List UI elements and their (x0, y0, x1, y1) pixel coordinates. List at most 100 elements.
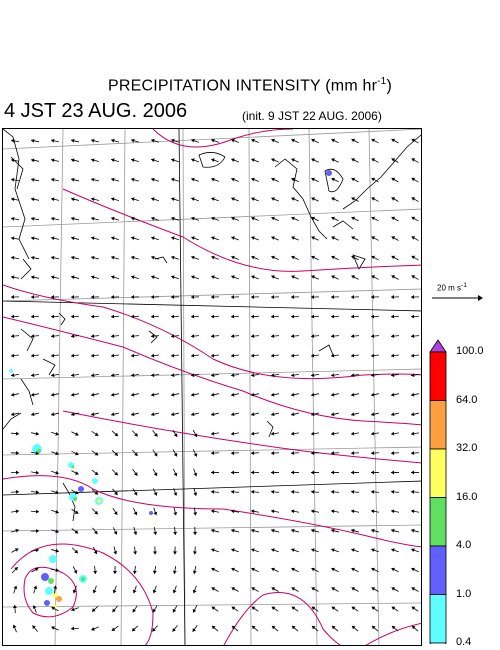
coastline (20, 328, 34, 352)
wind-arrowhead (251, 197, 255, 201)
wind-arrowhead (151, 216, 155, 221)
wind-arrowhead (34, 567, 39, 572)
wind-arrowhead (271, 470, 275, 475)
wind-arrowhead (114, 452, 118, 456)
wind-arrowhead (391, 334, 395, 339)
wind-arrowhead (331, 509, 335, 514)
coastline (62, 482, 76, 522)
wind-arrowhead (55, 509, 59, 514)
wind-arrowhead (31, 236, 35, 241)
wind-arrowhead (331, 606, 336, 611)
wind-arrowhead (251, 587, 256, 591)
wind-arrowhead (172, 608, 177, 613)
wind-arrowhead (231, 567, 235, 572)
wind-arrowhead (131, 412, 135, 417)
wind-arrowhead (92, 608, 96, 612)
wind-arrowhead (411, 431, 415, 436)
coastline (148, 330, 158, 344)
wind-arrowhead (131, 197, 135, 202)
wind-arrowhead (331, 236, 336, 240)
wind-arrowhead (211, 158, 215, 163)
wind-arrowhead (411, 548, 415, 553)
coastline (42, 358, 56, 376)
wind-arrowhead (311, 158, 315, 162)
wind-arrowhead (151, 158, 155, 163)
wind-arrowhead (191, 216, 195, 221)
wind-arrowhead (331, 528, 335, 533)
wind-arrowhead (331, 334, 335, 339)
wind-arrowhead (114, 471, 118, 476)
wind-arrowhead (231, 216, 235, 221)
wind-arrowhead (391, 509, 395, 514)
wind-arrowhead (15, 528, 19, 533)
wind-arrowhead (111, 627, 116, 631)
wind-arrowhead (111, 197, 115, 202)
wind-arrowhead (251, 451, 255, 456)
coastline (20, 258, 32, 280)
wind-arrowhead (351, 314, 355, 319)
wind-arrowhead (191, 373, 195, 378)
wind-arrowhead (251, 392, 255, 397)
wind-arrowhead (291, 255, 295, 260)
wind-arrowhead (153, 492, 158, 496)
wind-arrowhead (112, 570, 117, 574)
wind-arrowhead (191, 314, 195, 319)
wind-arrowhead (192, 570, 197, 574)
wind-arrowhead (94, 510, 98, 515)
wind-arrowhead (251, 470, 255, 475)
wind-arrowhead (231, 334, 235, 339)
wind-arrowhead (152, 589, 157, 594)
wind-arrowhead (371, 567, 375, 572)
wind-arrowhead (33, 585, 38, 590)
wind-arrowhead (15, 470, 19, 475)
wind-arrowhead (171, 373, 175, 378)
wind-arrowhead (411, 138, 416, 143)
wind-arrowhead (271, 509, 275, 514)
longitude-line (54, 129, 64, 645)
wind-arrowhead (111, 138, 115, 143)
title-close: ) (386, 77, 392, 95)
wind-arrowhead (55, 568, 59, 573)
wind-arrowhead (251, 431, 255, 436)
wind-arrowhead (251, 373, 255, 378)
wind-arrowhead (131, 216, 135, 221)
wind-arrowhead (211, 353, 215, 358)
wind-arrowhead (291, 373, 295, 378)
wind-arrowhead (331, 373, 335, 378)
wind-arrowhead (371, 216, 376, 221)
colorbar-segment (429, 497, 447, 547)
wind-arrowhead (331, 431, 335, 436)
wind-arrowhead (311, 353, 315, 358)
wind-arrowhead (133, 472, 138, 476)
wind-arrowhead (191, 138, 195, 143)
wind-arrowhead (331, 314, 335, 319)
meridian-reference-line (178, 129, 186, 645)
wind-arrowhead (411, 509, 415, 514)
wind-arrowhead (231, 353, 235, 358)
wind-arrowhead (73, 569, 78, 574)
wind-arrowhead (94, 530, 98, 535)
wind-arrowhead (311, 275, 315, 279)
colorbar-label: 32.0 (456, 442, 478, 454)
isobar-contour (223, 592, 341, 645)
wind-arrowhead (391, 528, 395, 533)
wind-arrowhead (133, 491, 138, 496)
wind-arrowhead (211, 373, 215, 378)
wind-arrowhead (231, 236, 235, 240)
wind-arrowhead (231, 431, 235, 436)
wind-arrowhead (271, 255, 275, 260)
wind-arrowhead (51, 138, 55, 143)
coastline (198, 152, 226, 168)
wind-arrowhead (131, 275, 135, 280)
wind-arrowhead (311, 314, 315, 319)
wind-arrowhead (271, 275, 275, 279)
wind-arrowhead (231, 548, 235, 553)
wind-arrowhead (154, 433, 158, 437)
wind-arrowhead (173, 512, 178, 516)
wind-arrowhead (113, 550, 118, 555)
coastline (324, 168, 344, 193)
wind-arrowhead (291, 431, 295, 436)
wind-arrowhead (371, 197, 376, 201)
wind-arrowhead (391, 138, 396, 143)
wind-arrowhead (111, 334, 115, 339)
